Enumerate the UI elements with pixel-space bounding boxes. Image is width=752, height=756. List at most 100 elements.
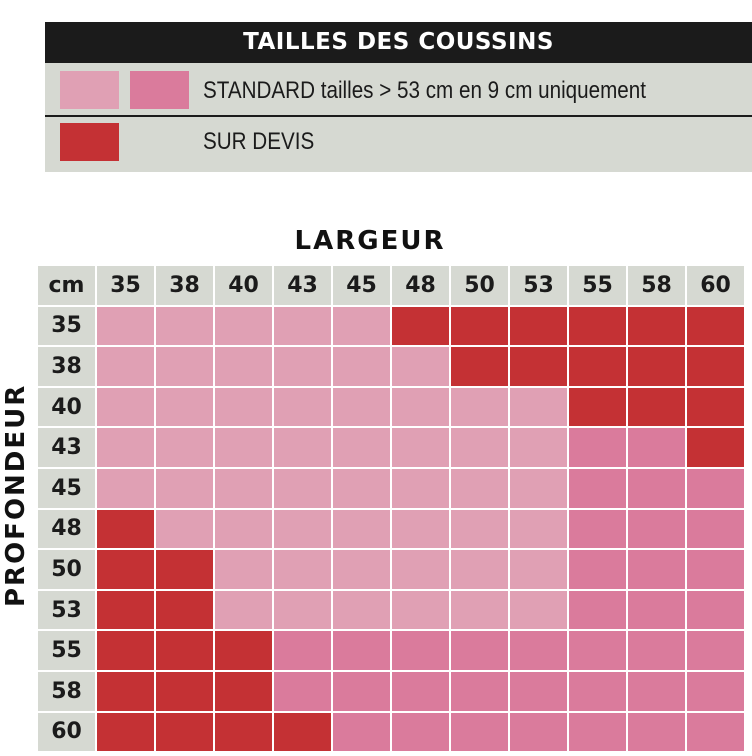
row-header: 60 xyxy=(38,712,95,752)
heatmap-cell xyxy=(392,347,449,386)
heatmap-cell xyxy=(392,387,449,427)
heatmap-cell xyxy=(333,590,390,630)
column-header: 43 xyxy=(274,266,331,305)
column-header: 38 xyxy=(156,266,213,305)
heatmap-cell xyxy=(451,631,508,670)
heatmap-cell xyxy=(451,347,508,386)
heatmap-cell xyxy=(628,428,685,467)
heatmap-cell xyxy=(510,469,567,508)
heatmap-cell xyxy=(628,672,685,711)
heatmap-cell xyxy=(687,672,744,711)
legend-swatch-pink xyxy=(130,71,189,109)
heatmap-cell xyxy=(156,469,213,508)
heatmap-cell xyxy=(628,550,685,589)
legend-standard-label: STANDARD tailles > 53 cm en 9 cm uniquem… xyxy=(203,77,646,104)
heatmap-cell xyxy=(274,631,331,670)
heatmap-cell xyxy=(392,428,449,467)
heatmap-cell xyxy=(97,469,154,508)
heatmap-cell xyxy=(156,631,213,670)
heatmap-cell xyxy=(215,550,272,589)
heatmap-cell xyxy=(215,590,272,630)
heatmap-cell xyxy=(333,712,390,752)
row-header: 58 xyxy=(38,672,95,711)
heatmap-cell xyxy=(333,428,390,467)
column-header: 40 xyxy=(215,266,272,305)
heatmap-cell xyxy=(215,469,272,508)
heatmap-cell xyxy=(215,712,272,752)
heatmap-cell xyxy=(451,712,508,752)
heatmap-cell xyxy=(392,469,449,508)
heatmap-cell xyxy=(451,590,508,630)
heatmap-cell xyxy=(451,428,508,467)
heatmap-cell xyxy=(156,550,213,589)
heatmap-cell xyxy=(687,631,744,670)
column-header: 53 xyxy=(510,266,567,305)
heatmap-cell xyxy=(156,672,213,711)
legend-swatch-red xyxy=(60,123,119,161)
heatmap-cell xyxy=(274,306,331,346)
heatmap-cell xyxy=(97,347,154,386)
corner-label: cm xyxy=(38,266,95,305)
heatmap-cell xyxy=(628,469,685,508)
heatmap-cell xyxy=(569,672,626,711)
heatmap-cell xyxy=(333,347,390,386)
row-header: 55 xyxy=(38,631,95,670)
legend-custom-label: SUR DEVIS xyxy=(203,128,315,155)
heatmap-cell xyxy=(274,712,331,752)
heatmap-cell xyxy=(156,428,213,467)
heatmap-cell xyxy=(392,631,449,670)
heatmap-cell xyxy=(156,387,213,427)
row-header: 43 xyxy=(38,428,95,467)
heatmap-cell xyxy=(97,550,154,589)
heatmap-cell xyxy=(510,631,567,670)
column-header: 48 xyxy=(392,266,449,305)
heatmap-cell xyxy=(687,712,744,752)
heatmap-cell xyxy=(333,469,390,508)
heatmap-cell xyxy=(156,306,213,346)
column-header: 55 xyxy=(569,266,626,305)
row-header: 35 xyxy=(38,306,95,346)
heatmap-cell xyxy=(274,347,331,386)
heatmap-cell xyxy=(333,550,390,589)
heatmap-cell xyxy=(156,712,213,752)
heatmap-cell xyxy=(628,306,685,346)
heatmap-cell xyxy=(392,550,449,589)
heatmap-cell xyxy=(451,469,508,508)
heatmap-cell xyxy=(333,306,390,346)
heatmap-cell xyxy=(687,306,744,346)
heatmap-cell xyxy=(687,550,744,589)
row-header: 45 xyxy=(38,469,95,508)
heatmap-cell xyxy=(510,590,567,630)
heatmap-cell xyxy=(215,631,272,670)
heatmap-cell xyxy=(97,387,154,427)
row-header: 53 xyxy=(38,590,95,630)
heatmap-cell xyxy=(510,550,567,589)
legend-divider xyxy=(45,115,752,117)
heatmap-cell xyxy=(274,550,331,589)
heatmap-cell xyxy=(215,672,272,711)
heatmap-cell xyxy=(569,712,626,752)
heatmap-cell xyxy=(97,631,154,670)
heatmap-cell xyxy=(215,387,272,427)
heatmap-cell xyxy=(97,509,154,549)
heatmap-cell xyxy=(687,347,744,386)
heatmap-cell xyxy=(451,550,508,589)
heatmap-cell xyxy=(569,509,626,549)
heatmap-cell xyxy=(510,428,567,467)
heatmap-cell xyxy=(333,509,390,549)
heatmap-cell xyxy=(451,306,508,346)
heatmap-cell xyxy=(451,387,508,427)
heatmap-cell xyxy=(569,347,626,386)
heatmap-cell xyxy=(156,590,213,630)
row-header: 38 xyxy=(38,347,95,386)
legend-panel: TAILLES DES COUSSINS STANDARD tailles > … xyxy=(45,22,752,172)
heatmap-cell xyxy=(687,469,744,508)
heatmap-cell xyxy=(333,672,390,711)
heatmap-cell xyxy=(156,347,213,386)
heatmap-cell xyxy=(569,387,626,427)
heatmap-cell xyxy=(97,306,154,346)
heatmap-cell xyxy=(392,712,449,752)
row-header: 48 xyxy=(38,509,95,549)
heatmap-cell xyxy=(569,550,626,589)
heatmap-cell xyxy=(97,590,154,630)
